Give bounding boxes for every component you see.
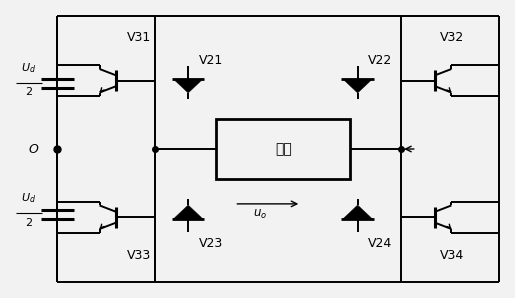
Text: V23: V23 [198,238,222,250]
Text: V21: V21 [198,54,222,66]
Text: V31: V31 [127,31,151,44]
Text: 负载: 负载 [275,142,291,156]
Text: V32: V32 [440,31,464,44]
Text: $O$: $O$ [28,142,39,156]
Text: $U_d$: $U_d$ [22,61,37,75]
Polygon shape [174,79,203,93]
Text: V24: V24 [368,238,392,250]
Polygon shape [343,205,372,219]
Text: V34: V34 [440,249,464,262]
Text: $u_o$: $u_o$ [253,208,267,221]
Text: V33: V33 [127,249,151,262]
Polygon shape [174,205,203,219]
Text: $2$: $2$ [25,85,33,97]
Text: $2$: $2$ [25,216,33,228]
Bar [216,119,350,179]
Polygon shape [343,79,372,93]
Text: $U_d$: $U_d$ [22,192,37,205]
Text: V22: V22 [368,54,392,66]
